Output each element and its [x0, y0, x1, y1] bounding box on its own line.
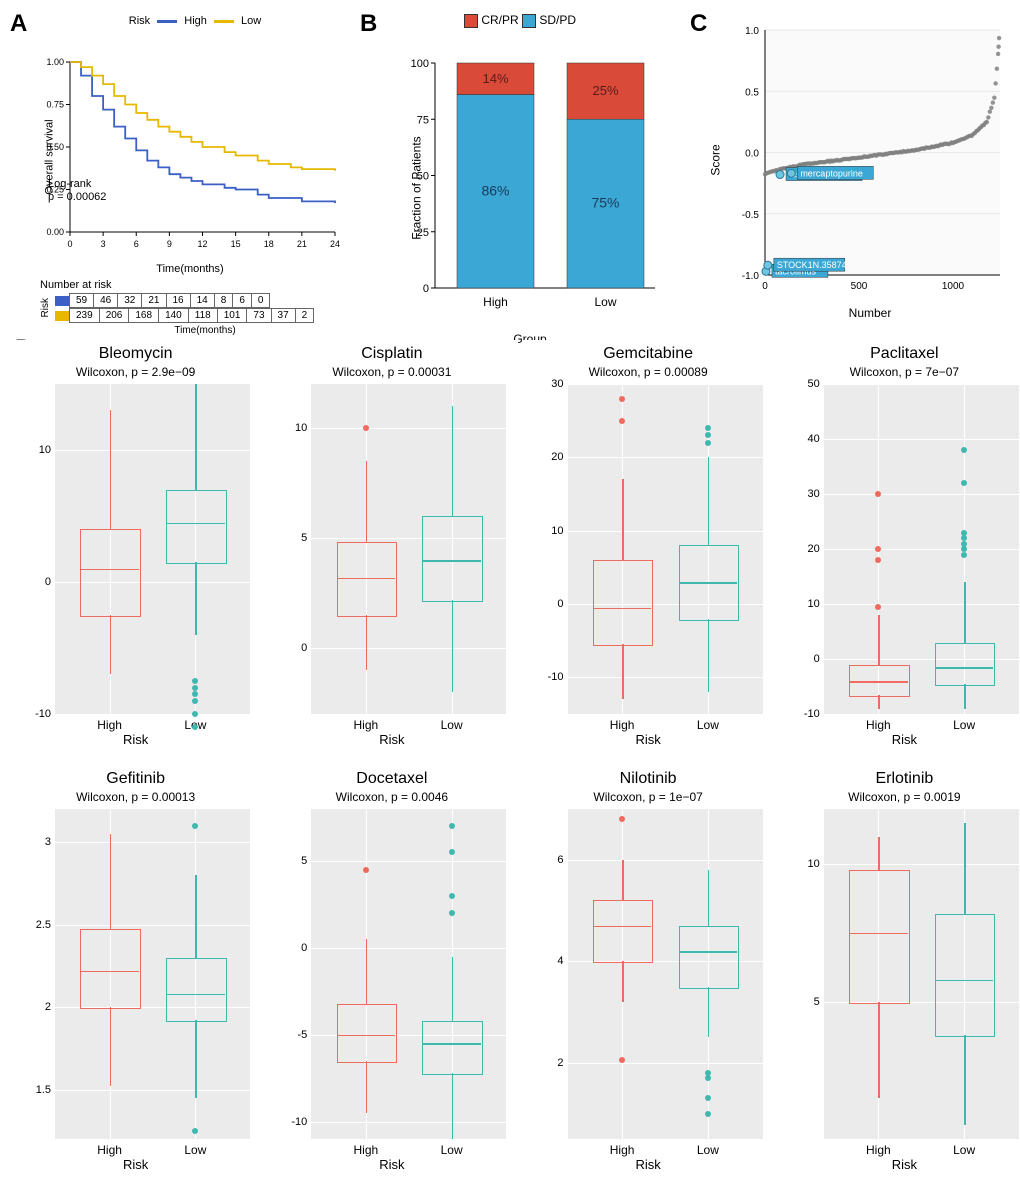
boxplot-pvalue: Wilcoxon, p = 0.00089: [523, 365, 774, 379]
km-legend: Risk High Low: [40, 15, 350, 27]
panel-a-label: A: [10, 10, 27, 38]
svg-text:High: High: [483, 295, 508, 309]
svg-text:0.5: 0.5: [745, 87, 759, 98]
boxplot-xlabel: Risk: [266, 1157, 517, 1172]
panel-c: C -1.0-0.50.00.51.005001000tacrolimusSTO…: [690, 10, 1020, 330]
boxplot-area: -100102030HighLow: [568, 384, 763, 714]
svg-text:15: 15: [231, 239, 241, 249]
panel-b: B CR/PR SD/PD 025507510086%14%High75%25%…: [360, 10, 680, 330]
boxplot-xlabel: Risk: [779, 732, 1020, 747]
svg-text:-0.5: -0.5: [742, 210, 760, 221]
boxplot-title: Cisplatin: [266, 345, 517, 363]
boxplot-pvalue: Wilcoxon, p = 0.00013: [10, 790, 261, 804]
svg-text:0: 0: [67, 239, 72, 249]
figure-root: A Risk High Low 036912151821240.000.250.…: [10, 10, 1020, 1185]
boxplot-erlotinib: ErlotinibWilcoxon, p = 0.0019Estimated I…: [779, 765, 1020, 1185]
boxplot-area: -1001020304050HighLow: [824, 384, 1019, 714]
svg-text:0.00: 0.00: [46, 227, 64, 237]
km-svg: 036912151821240.000.250.500.751.00 Log-r…: [40, 57, 340, 257]
km-plot: 036912151821240.000.250.500.751.00 Log-r…: [40, 57, 340, 257]
boxplot-xlabel: Risk: [10, 732, 261, 747]
svg-text:1.0: 1.0: [745, 26, 759, 37]
svg-text:21: 21: [297, 239, 307, 249]
svg-text:Low: Low: [594, 295, 616, 309]
risk-table: Number at risk Risk 594632211614860 2392…: [40, 279, 350, 336]
boxplot-title: Bleomycin: [10, 345, 261, 363]
svg-text:24: 24: [330, 239, 340, 249]
scatter-xlabel: Number: [849, 306, 892, 320]
panel-b-label: B: [360, 10, 377, 38]
boxplot-area: 246HighLow: [568, 809, 763, 1139]
scatter-svg: -1.0-0.50.00.51.005001000tacrolimusSTOCK…: [730, 20, 1010, 300]
boxplot-area: 0510HighLow: [311, 384, 506, 714]
svg-text:86%: 86%: [481, 182, 509, 198]
svg-text:500: 500: [851, 281, 868, 292]
boxplot-xlabel: Risk: [266, 732, 517, 747]
svg-text:-1.0: -1.0: [742, 271, 760, 282]
stacked-bar-area: 025507510086%14%High75%25%Low Fraction o…: [400, 58, 660, 318]
svg-text:STOCK1N.35874: STOCK1N.35874: [777, 260, 847, 270]
boxplot-title: Nilotinib: [523, 770, 774, 788]
legend-swatch-low: [214, 20, 234, 23]
boxplot-docetaxel: DocetaxelWilcoxon, p = 0.0046Estimated I…: [266, 765, 517, 1185]
svg-text:75%: 75%: [591, 194, 619, 210]
boxplot-gefitinib: GefitinibWilcoxon, p = 0.00013Estimated …: [10, 765, 261, 1185]
svg-text:75: 75: [417, 114, 429, 126]
boxplot-xlabel: Risk: [779, 1157, 1020, 1172]
boxplot-area: -10010HighLow: [55, 384, 250, 714]
svg-text:mercaptopurine: mercaptopurine: [800, 168, 863, 178]
svg-text:0.75: 0.75: [46, 100, 64, 110]
boxplot-bleomycin: BleomycinWilcoxon, p = 2.9e−09Estimated …: [10, 340, 261, 760]
boxplot-pvalue: Wilcoxon, p = 0.0019: [779, 790, 1020, 804]
panel-d: D BleomycinWilcoxon, p = 2.9e−09Estimate…: [10, 340, 1020, 1185]
boxplot-pvalue: Wilcoxon, p = 0.00031: [266, 365, 517, 379]
svg-text:100: 100: [411, 58, 429, 70]
km-xlabel: Time(months): [156, 263, 223, 275]
boxplot-title: Erlotinib: [779, 770, 1020, 788]
svg-text:25%: 25%: [592, 83, 618, 98]
svg-text:18: 18: [264, 239, 274, 249]
svg-text:6: 6: [134, 239, 139, 249]
scatter-ylabel: Score: [709, 144, 723, 175]
boxplot-xlabel: Risk: [523, 732, 774, 747]
svg-text:p = 0.00062: p = 0.00062: [48, 191, 106, 203]
svg-text:0.0: 0.0: [745, 149, 759, 160]
boxplot-title: Paclitaxel: [779, 345, 1020, 363]
boxplot-title: Gemcitabine: [523, 345, 774, 363]
svg-text:12: 12: [197, 239, 207, 249]
legend-swatch-high: [157, 20, 177, 23]
boxplot-title: Docetaxel: [266, 770, 517, 788]
boxplot-xlabel: Risk: [523, 1157, 774, 1172]
svg-text:3: 3: [101, 239, 106, 249]
boxplot-area: 1.522.53HighLow: [55, 809, 250, 1139]
svg-text:1000: 1000: [942, 281, 965, 292]
svg-text:0: 0: [762, 281, 768, 292]
boxplot-xlabel: Risk: [10, 1157, 261, 1172]
boxplot-cisplatin: CisplatinWilcoxon, p = 0.00031Estimated …: [266, 340, 517, 760]
boxplot-title: Gefitinib: [10, 770, 261, 788]
stacked-bar-svg: 025507510086%14%High75%25%Low: [400, 58, 660, 318]
boxplot-paclitaxel: PaclitaxelWilcoxon, p = 7e−07Estimated I…: [779, 340, 1020, 760]
boxplot-pvalue: Wilcoxon, p = 2.9e−09: [10, 365, 261, 379]
boxplot-area: 510HighLow: [824, 809, 1019, 1139]
bar-ylabel: Fraction of Patients: [410, 136, 424, 239]
panel-a: A Risk High Low 036912151821240.000.250.…: [10, 10, 350, 330]
svg-text:1.00: 1.00: [46, 57, 64, 67]
panel-b-legend: CR/PR SD/PD: [360, 13, 680, 28]
svg-text:0: 0: [423, 283, 429, 295]
boxplot-pvalue: Wilcoxon, p = 0.0046: [266, 790, 517, 804]
svg-text:14%: 14%: [482, 71, 508, 86]
panel-c-label: C: [690, 10, 707, 38]
boxplot-nilotinib: NilotinibWilcoxon, p = 1e−07Estimated IC…: [523, 765, 774, 1185]
boxplot-area: -10-505HighLow: [311, 809, 506, 1139]
svg-text:9: 9: [167, 239, 172, 249]
boxplot-gemcitabine: GemcitabineWilcoxon, p = 0.00089Estimate…: [523, 340, 774, 760]
km-ylabel: Overall survival: [44, 119, 56, 194]
scatter-area: -1.0-0.50.00.51.005001000tacrolimusSTOCK…: [730, 20, 1010, 300]
boxplot-pvalue: Wilcoxon, p = 1e−07: [523, 790, 774, 804]
boxplot-pvalue: Wilcoxon, p = 7e−07: [779, 365, 1020, 379]
